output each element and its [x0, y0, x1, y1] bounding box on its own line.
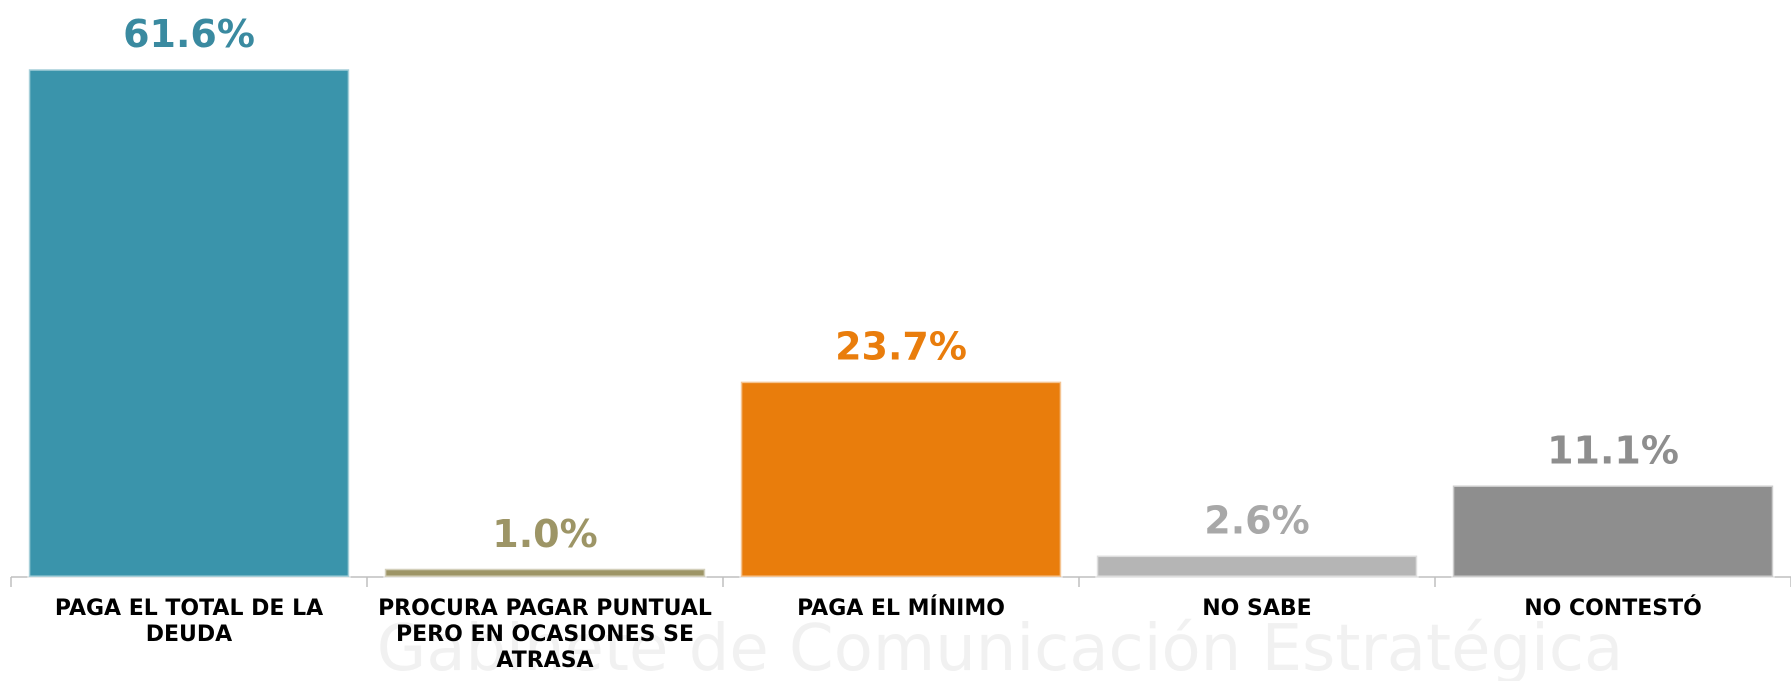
bar: [27, 67, 351, 579]
x-tick-label: PAGA EL TOTAL DE LA DEUDA: [54, 596, 324, 647]
value-label: 2.6%: [1204, 499, 1309, 543]
value-label: 1.0%: [492, 512, 597, 556]
bar: [1095, 554, 1419, 579]
bar: [739, 380, 1063, 579]
value-label: 61.6%: [123, 12, 255, 56]
x-tick-label: PROCURA PAGAR PUNTUAL PERO EN OCASIONES …: [378, 596, 712, 673]
bar: [383, 567, 707, 579]
value-label: 11.1%: [1547, 429, 1679, 473]
bar: [1451, 484, 1775, 579]
x-tick-label: NO CONTESTÓ: [1524, 596, 1702, 621]
x-tick-label: PAGA EL MÍNIMO: [797, 596, 1005, 621]
x-tick-label: NO SABE: [1202, 596, 1312, 621]
watermark: Gabinete de Comunicación Estratégica: [377, 612, 1624, 681]
value-label: 23.7%: [835, 325, 967, 369]
